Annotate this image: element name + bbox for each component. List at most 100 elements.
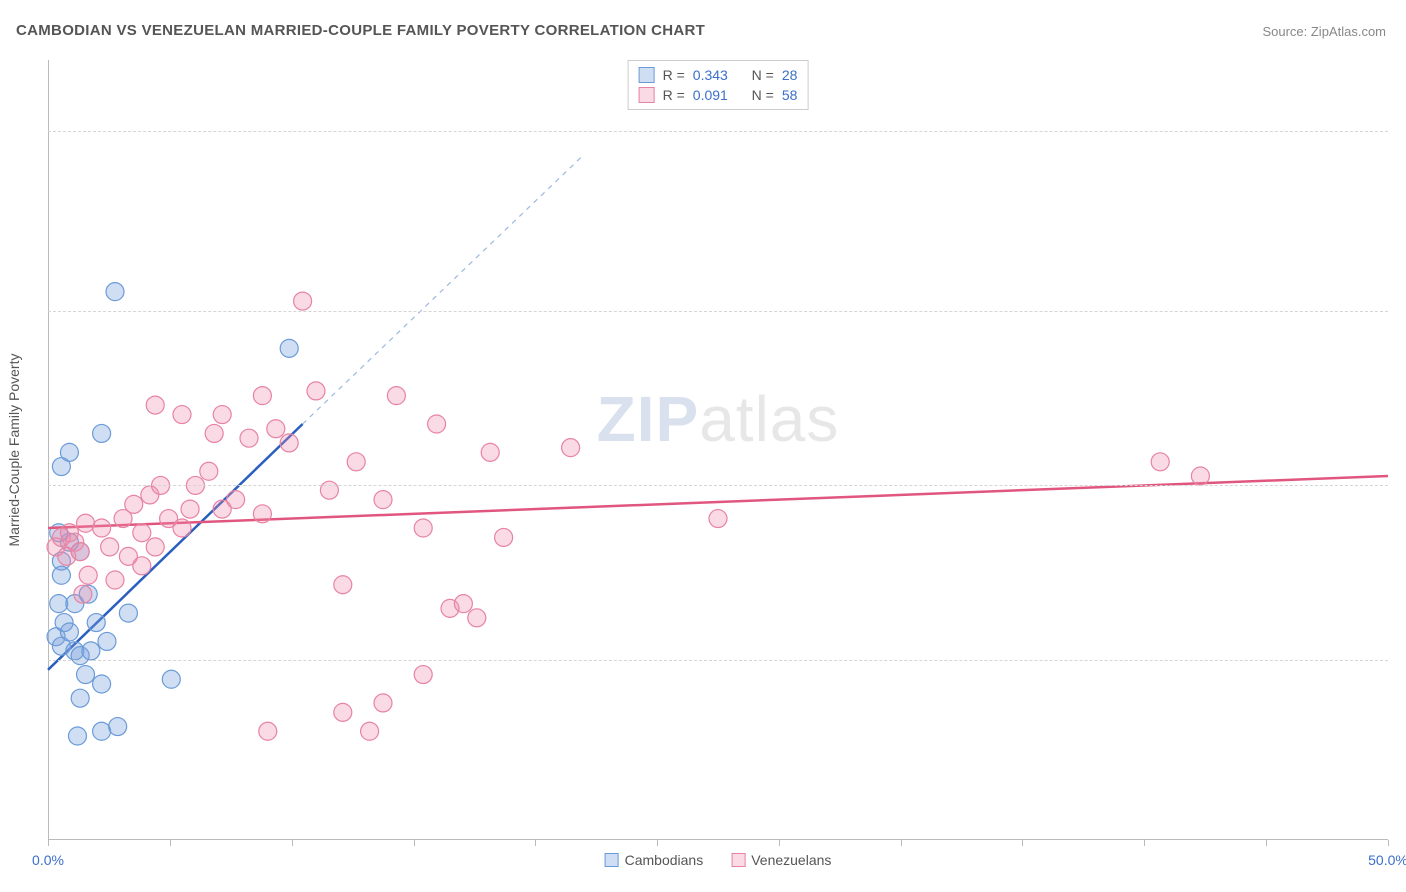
data-point [109, 718, 127, 736]
grid-line [48, 660, 1388, 661]
x-tick [414, 840, 415, 846]
data-point [1191, 467, 1209, 485]
legend-swatch [731, 853, 745, 867]
data-point [77, 514, 95, 532]
stat-n-label: N = [752, 67, 774, 83]
data-point [334, 703, 352, 721]
data-point [213, 500, 231, 518]
stat-n-value: 58 [782, 87, 798, 103]
x-tick [901, 840, 902, 846]
x-tick [1022, 840, 1023, 846]
data-point [253, 505, 271, 523]
data-point [125, 495, 143, 513]
data-point [562, 439, 580, 457]
stat-swatch [639, 87, 655, 103]
y-axis-title: Married-Couple Family Poverty [6, 354, 22, 547]
legend-swatch [605, 853, 619, 867]
stat-row: R = 0.343 N = 28 [639, 65, 798, 85]
stat-box: R = 0.343 N = 28 R = 0.091 N = 58 [628, 60, 809, 110]
data-point [468, 609, 486, 627]
source-label: Source: ZipAtlas.com [1262, 24, 1386, 39]
data-point [106, 283, 124, 301]
x-tick [657, 840, 658, 846]
data-point [280, 339, 298, 357]
data-point [68, 727, 86, 745]
x-tick [779, 840, 780, 846]
x-tick-label: 50.0% [1368, 852, 1406, 868]
data-point [93, 519, 111, 537]
data-point [414, 666, 432, 684]
data-point [181, 500, 199, 518]
data-point [361, 722, 379, 740]
legend-label: Cambodians [625, 852, 704, 868]
data-point [414, 519, 432, 537]
stat-r-value: 0.343 [693, 67, 728, 83]
legend: Cambodians Venezuelans [605, 852, 832, 868]
stat-r-value: 0.091 [693, 87, 728, 103]
data-point [320, 481, 338, 499]
data-point [50, 595, 68, 613]
x-tick [1388, 840, 1389, 846]
data-point [173, 406, 191, 424]
data-point [101, 538, 119, 556]
data-point [133, 557, 151, 575]
x-tick-label: 0.0% [32, 852, 64, 868]
x-tick [1144, 840, 1145, 846]
data-point [162, 670, 180, 688]
data-point [374, 694, 392, 712]
data-point [119, 604, 137, 622]
data-point [93, 424, 111, 442]
data-point [60, 623, 78, 641]
plot-svg [48, 60, 1388, 840]
data-point [240, 429, 258, 447]
data-point [93, 722, 111, 740]
grid-line [48, 311, 1388, 312]
data-point [106, 571, 124, 589]
data-point [71, 689, 89, 707]
data-point [374, 491, 392, 509]
x-tick [170, 840, 171, 846]
data-point [454, 595, 472, 613]
data-point [307, 382, 325, 400]
stat-n-label: N = [752, 87, 774, 103]
data-point [74, 585, 92, 603]
x-tick [292, 840, 293, 846]
grid-line [48, 485, 1388, 486]
data-point [387, 387, 405, 405]
legend-label: Venezuelans [751, 852, 831, 868]
data-point [146, 396, 164, 414]
data-point [77, 666, 95, 684]
chart-title: CAMBODIAN VS VENEZUELAN MARRIED-COUPLE F… [16, 22, 705, 39]
data-point [495, 528, 513, 546]
stat-r-label: R = [663, 87, 685, 103]
data-point [146, 538, 164, 556]
data-point [173, 519, 191, 537]
data-point [79, 566, 97, 584]
data-point [87, 614, 105, 632]
data-point [334, 576, 352, 594]
data-point [481, 443, 499, 461]
stat-n-value: 28 [782, 67, 798, 83]
data-point [347, 453, 365, 471]
data-point [133, 524, 151, 542]
data-point [1151, 453, 1169, 471]
x-tick [535, 840, 536, 846]
data-point [98, 632, 116, 650]
stat-row: R = 0.091 N = 58 [639, 85, 798, 105]
trend-line-ext [303, 155, 584, 424]
data-point [253, 387, 271, 405]
x-tick [48, 840, 49, 846]
x-tick [1266, 840, 1267, 846]
data-point [93, 675, 111, 693]
data-point [200, 462, 218, 480]
legend-item: Cambodians [605, 852, 704, 868]
data-point [709, 510, 727, 528]
data-point [82, 642, 100, 660]
data-point [294, 292, 312, 310]
stat-r-label: R = [663, 67, 685, 83]
legend-item: Venezuelans [731, 852, 831, 868]
data-point [52, 458, 70, 476]
data-point [428, 415, 446, 433]
data-point [71, 543, 89, 561]
data-point [213, 406, 231, 424]
